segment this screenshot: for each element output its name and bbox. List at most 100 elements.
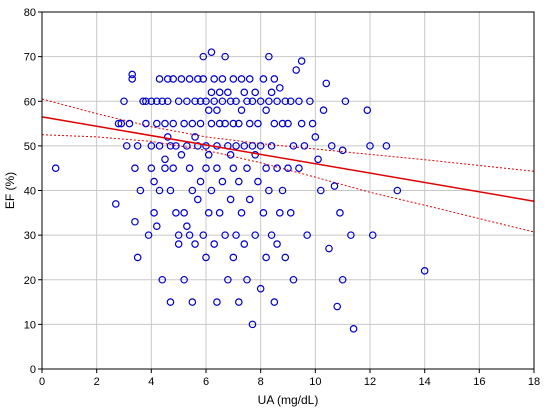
data-point: [131, 217, 139, 226]
x-tick-labels: 0 2 4 6 8 10 12 14 16 18: [39, 369, 540, 388]
data-point: [273, 164, 281, 172]
data-point: [207, 88, 216, 97]
data-point: [259, 209, 268, 217]
data-point: [174, 240, 183, 248]
x-tick-label: 2: [94, 376, 100, 388]
data-point: [341, 97, 350, 106]
data-point: [275, 209, 284, 217]
data-point: [194, 195, 202, 204]
data-point: [128, 75, 137, 83]
y-tick-label: 70: [24, 52, 36, 64]
data-point: [131, 164, 139, 172]
y-tick-label: 50: [24, 141, 36, 153]
data-point: [183, 97, 191, 106]
data-point: [224, 275, 232, 284]
data-point: [202, 97, 210, 106]
data-point: [169, 75, 178, 83]
data-point: [265, 186, 273, 195]
data-point: [270, 119, 279, 128]
data-point: [169, 164, 178, 172]
data-point: [267, 231, 276, 239]
data-point: [120, 97, 128, 106]
data-point: [150, 209, 158, 217]
data-point: [163, 97, 172, 106]
x-tick-label: 10: [309, 376, 321, 388]
data-point: [155, 186, 164, 195]
y-tick-label: 60: [24, 96, 36, 108]
data-point: [347, 231, 355, 239]
data-point: [232, 231, 240, 239]
data-point: [284, 119, 292, 128]
data-point: [218, 97, 227, 106]
data-point: [213, 298, 221, 306]
y-tick-labels: 0 10 20 30 40 50 60 70 80: [24, 7, 42, 376]
data-point: [207, 186, 216, 195]
data-point: [147, 142, 156, 150]
data-point: [229, 119, 238, 128]
data-point: [191, 240, 199, 248]
data-point: [185, 164, 194, 172]
data-point: [363, 106, 372, 114]
data-point: [172, 142, 180, 150]
data-point: [292, 66, 301, 74]
data-point: [245, 195, 254, 204]
x-tick-label: 12: [364, 376, 376, 388]
data-point: [122, 142, 131, 150]
data-points: [51, 48, 429, 333]
data-point: [240, 142, 249, 150]
data-point: [232, 97, 240, 106]
data-point: [161, 155, 169, 164]
data-point: [133, 253, 142, 262]
data-point: [210, 240, 219, 248]
data-point: [153, 222, 161, 231]
data-point: [125, 119, 134, 128]
data-point: [256, 142, 265, 150]
data-point: [139, 97, 147, 106]
data-point: [243, 164, 251, 172]
data-point: [202, 253, 210, 262]
data-point: [284, 164, 292, 172]
data-point: [204, 151, 213, 159]
data-point: [286, 209, 295, 217]
data-point: [262, 106, 270, 114]
data-point: [262, 164, 270, 172]
data-point: [278, 186, 287, 195]
data-point: [155, 75, 164, 83]
data-point: [256, 284, 265, 293]
data-point: [204, 209, 213, 217]
data-point: [251, 231, 260, 239]
data-point: [207, 48, 216, 56]
data-point: [188, 119, 197, 128]
data-point: [251, 151, 260, 159]
data-point: [311, 133, 320, 141]
data-point: [158, 97, 167, 106]
data-point: [366, 142, 374, 150]
confidence-band-upper: [41, 98, 535, 172]
data-point: [194, 142, 202, 150]
data-point: [289, 142, 298, 150]
data-point: [281, 97, 290, 106]
y-tick-label: 40: [24, 186, 36, 198]
data-point: [235, 119, 243, 128]
data-point: [191, 133, 199, 141]
data-point: [393, 186, 402, 195]
data-point: [142, 119, 150, 128]
data-point: [142, 97, 150, 106]
data-point: [188, 186, 197, 195]
y-tick-label: 10: [24, 319, 36, 331]
data-point: [256, 97, 265, 106]
data-point: [270, 75, 279, 83]
data-point: [237, 209, 246, 217]
data-point: [218, 75, 227, 83]
data-point: [196, 119, 205, 128]
data-point: [163, 133, 172, 141]
data-point: [240, 240, 249, 248]
y-tick-label: 20: [24, 275, 36, 287]
data-point: [207, 119, 216, 128]
data-point: [237, 106, 246, 114]
data-point: [306, 97, 314, 106]
data-point: [163, 75, 172, 83]
data-point: [226, 97, 235, 106]
data-point: [136, 186, 145, 195]
data-point: [338, 146, 347, 155]
